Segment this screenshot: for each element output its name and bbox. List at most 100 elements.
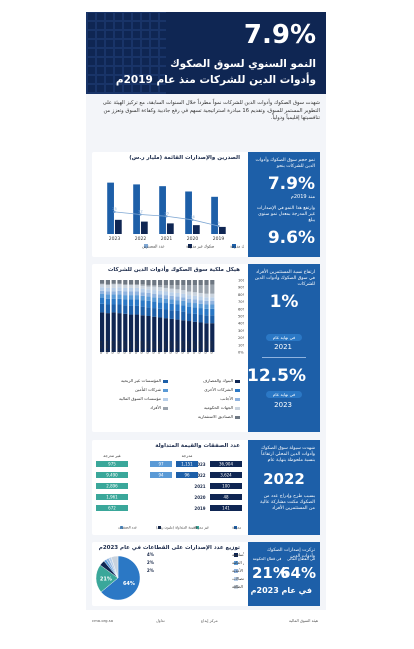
legend-swatch — [234, 577, 238, 581]
issuers-point — [165, 215, 168, 218]
panel-retail-pill1: في نهاية عام — [266, 334, 302, 341]
stack-segment — [158, 308, 163, 318]
stack-segment — [198, 308, 203, 315]
stack-segment — [210, 284, 215, 294]
stack-segment — [123, 285, 128, 288]
stack-segment — [111, 298, 116, 305]
issuers-chart-area: الصدرين والإصدارات القائمة (مليار ر.س) 2… — [92, 152, 244, 257]
footer-mid2: مركز إيداع — [201, 618, 218, 623]
row-year: 2022 — [194, 473, 205, 478]
legend-swatch — [163, 379, 168, 383]
stack-segment — [111, 283, 116, 285]
x-tick-label: 2019 Q4 — [116, 341, 120, 354]
y-tick-label: 90% — [238, 286, 244, 290]
stack-segment — [198, 300, 203, 304]
stack-segment — [169, 295, 174, 300]
hero-pattern — [86, 12, 166, 94]
stack-segment — [175, 292, 180, 297]
stack-segment — [192, 292, 197, 296]
sectors-chart-area: توزيع عدد الإصدارات على القطاعات في عام … — [92, 542, 244, 606]
stack-segment — [175, 310, 180, 320]
stack-segment — [105, 287, 110, 292]
stack-segment — [187, 280, 192, 286]
legend-swatch — [235, 415, 240, 419]
stack-segment — [152, 308, 157, 317]
y-tick-label: 10% — [238, 343, 244, 347]
issuers-chart: 2023 2022 2021 2020 2019 25 22 20 16 9 صكوك مدرجة ص… — [107, 182, 244, 249]
legend-label: عدد الصفقات — [118, 526, 137, 530]
panel-sectors-text: تركزت إصدارات الصكوك وأدوات الدين — [267, 548, 315, 559]
stack-segment — [105, 298, 110, 305]
x-tick-label: 2020 Q2 — [128, 341, 132, 354]
x-tick-label: 2023 Q2 — [198, 341, 202, 354]
bar-2021-1 — [166, 223, 174, 234]
stack-segment — [198, 314, 203, 323]
y-tick-label: 70% — [238, 300, 244, 304]
stack-segment — [105, 304, 110, 314]
x-tick-label: 2021 Q2 — [151, 341, 155, 354]
stack-segment — [187, 313, 192, 322]
stack-segment — [105, 313, 110, 352]
stack-segment — [204, 323, 209, 352]
footer-mid1: تداول — [156, 618, 165, 623]
stack-segment — [100, 290, 105, 294]
hero-title-line2: وأدوات الدين للشركات منذ عام 2019م — [115, 74, 316, 86]
stack-segment — [192, 295, 197, 300]
legend-swatch — [235, 388, 240, 392]
sectors-chart-title: توزيع عدد الإصدارات على القطاعات في عام … — [98, 545, 240, 551]
stack-segment — [181, 311, 186, 321]
legend-item: الجهات الحكومية — [204, 405, 240, 410]
stack-segment — [175, 319, 180, 352]
stack-segment — [100, 280, 105, 284]
stack-segment — [134, 284, 139, 286]
x-tick-label: 2022 Q4 — [186, 341, 190, 354]
stack-segment — [152, 293, 157, 298]
hero-banner: 7.9% النمو السنوي لسوق الصكوك وأدوات الد… — [86, 12, 326, 94]
pill1-label: في نهاية عام — [272, 335, 296, 340]
sectors-chart: 64% 21% المواد الأساسية 4% المرافق العامة 2% إ… — [95, 552, 244, 601]
y-tick-label: 20% — [238, 336, 244, 340]
legend-item: مؤسسات السوق المالية — [119, 396, 168, 401]
stack-segment — [175, 296, 180, 301]
stack-segment — [181, 290, 186, 294]
y-tick-label: 40% — [238, 322, 244, 326]
stack-segment — [158, 285, 163, 288]
stack-segment — [158, 287, 163, 291]
legend-swatch — [196, 526, 199, 529]
stack-segment — [123, 291, 128, 296]
unlisted-deals: 975 — [108, 462, 116, 467]
stack-segment — [146, 296, 151, 301]
stack-segment — [204, 300, 209, 305]
legend-swatch — [235, 397, 240, 401]
hero-title-line1: النمو السنوي لسوق الصكوك — [170, 58, 316, 70]
stack-segment — [111, 287, 116, 292]
bar-2019-0 — [211, 196, 218, 234]
issuers-point — [113, 210, 116, 214]
pie-slice — [110, 555, 119, 579]
legend-label: مؤسسات السوق المالية — [118, 396, 161, 401]
stack-segment — [158, 298, 163, 303]
x-tick-label: 2023 Q3 — [203, 341, 207, 354]
legend-swatch — [234, 569, 238, 573]
stack-segment — [204, 285, 209, 294]
footer-left[interactable]: cma.org.sa — [92, 618, 114, 623]
legend-swatch — [188, 244, 192, 248]
stack-segment — [204, 280, 209, 286]
stack-segment — [163, 309, 168, 319]
listed-value: 141 — [222, 506, 230, 511]
stack-segment — [140, 292, 145, 296]
pill1-year: 2021 — [274, 343, 292, 351]
x-tick-label: 2023 Q4 — [209, 341, 213, 354]
stack-segment — [100, 283, 105, 285]
intro-paragraph: شهدت سوق الصكوك وأدوات الدين للشركات نمو… — [102, 100, 320, 122]
stack-segment — [198, 322, 203, 352]
stack-segment — [111, 304, 116, 313]
legend-label: الأجانب — [220, 396, 233, 401]
trading-chart-title: عدد الصفقات والقيمة المتداولة — [155, 443, 240, 449]
issuers-point-label: 22 — [138, 210, 142, 214]
stack-segment — [100, 298, 105, 304]
listed-value: 36,904 — [219, 462, 233, 467]
stack-segment — [117, 298, 122, 305]
x-tick-label: 2022 Q1 — [169, 341, 173, 354]
stack-segment — [100, 303, 105, 313]
